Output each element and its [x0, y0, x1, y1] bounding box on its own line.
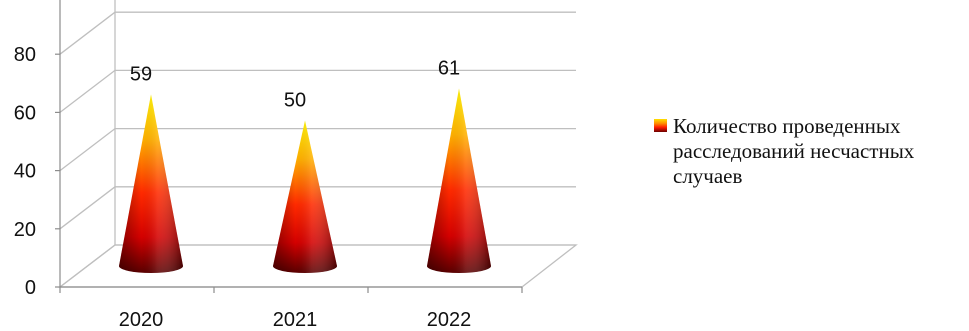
data-label: 50: [284, 90, 306, 112]
wall-gridline: [59, 186, 116, 230]
y-tick-label: 0: [25, 277, 36, 299]
y-tick-label: 20: [14, 219, 36, 241]
cone-shading: [119, 94, 183, 273]
wall-gridline: [59, 69, 116, 113]
data-label: 61: [438, 57, 460, 79]
data-label: 59: [130, 63, 152, 85]
legend-label: Количество проведенных расследований нес…: [673, 114, 915, 188]
x-tick-label: 2022: [427, 309, 472, 331]
chart-marks: 59 50 61: [119, 57, 491, 274]
chart-legend: Количество проведенных расследований нес…: [654, 114, 969, 189]
cone-bar: 61: [427, 57, 491, 274]
cone-shading: [427, 88, 491, 274]
cone-bar: 50: [273, 90, 337, 273]
x-tick-label: 2020: [119, 309, 164, 331]
legend-swatch: [654, 119, 667, 132]
chart-axes: 0 20 40 60 80 2020 2021 2022: [14, 0, 523, 331]
x-tick-label: 2021: [273, 309, 318, 331]
y-tick-label: 40: [14, 161, 36, 183]
y-tick-label: 80: [14, 44, 36, 66]
wall-gridline: [59, 11, 116, 55]
cone-bar: 59: [119, 63, 183, 273]
wall-gridline: [59, 128, 116, 172]
y-tick-label: 60: [14, 102, 36, 124]
cone-shading: [273, 120, 337, 273]
